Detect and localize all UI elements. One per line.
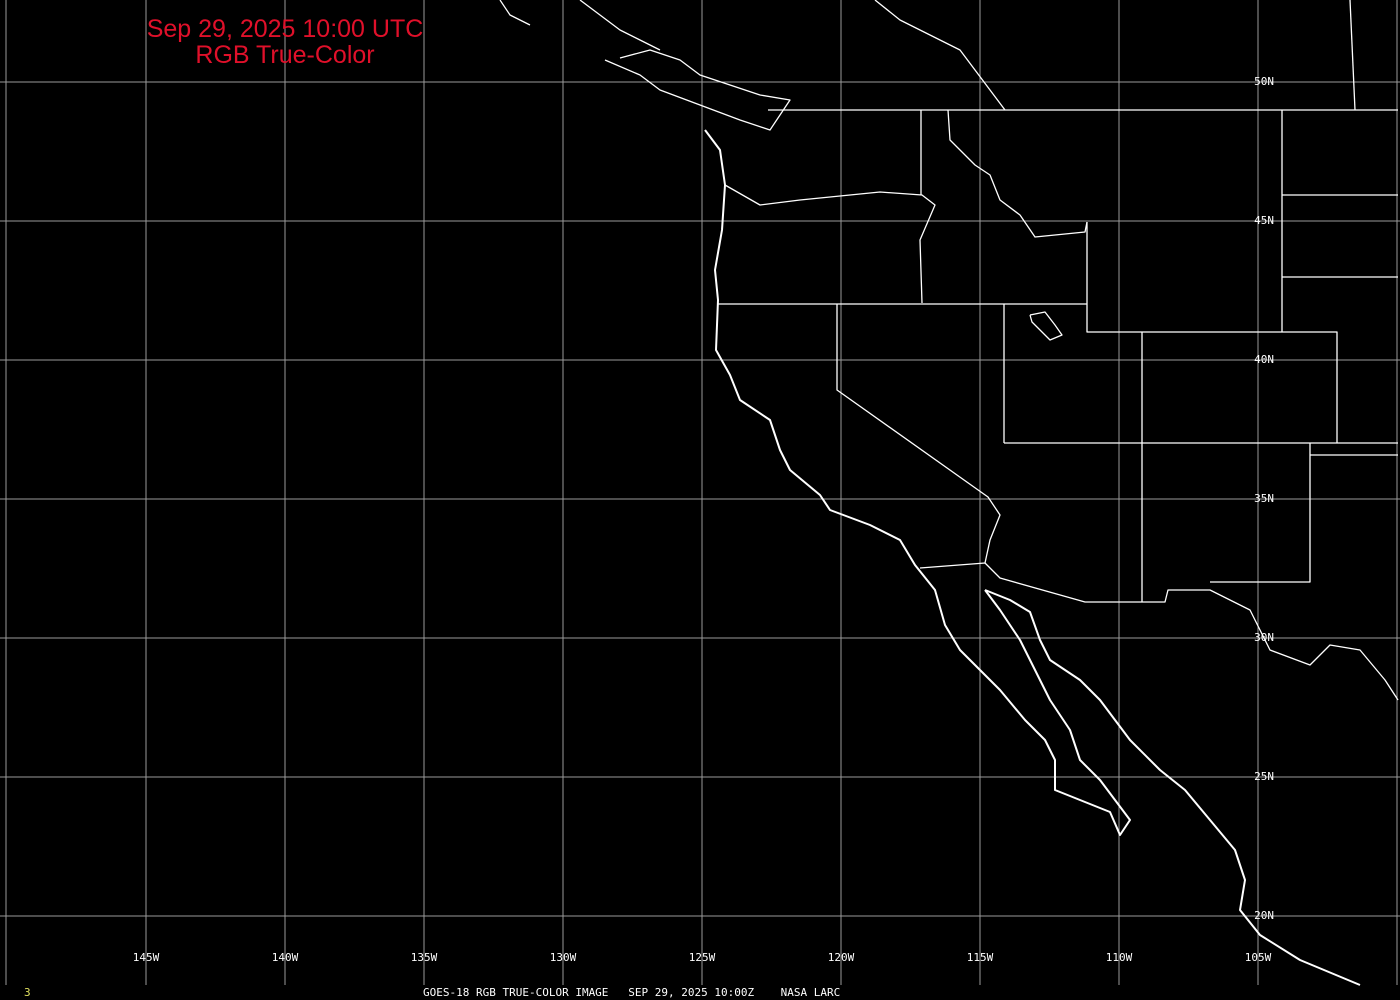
longitude-label: 130W bbox=[550, 951, 577, 964]
map-title-datetime: Sep 29, 2025 10:00 UTC bbox=[146, 15, 424, 43]
border-us-mexico bbox=[919, 562, 1399, 701]
latitude-label: 45N bbox=[1254, 214, 1274, 227]
border-wa-or-id bbox=[724, 184, 936, 304]
border-canada-province bbox=[1349, 0, 1356, 111]
latitude-label: 25N bbox=[1254, 770, 1274, 783]
latitude-label: 20N bbox=[1254, 909, 1274, 922]
coastline-vancouver-island bbox=[604, 49, 791, 131]
coastline-pacific bbox=[704, 129, 1131, 836]
border-nm bbox=[1210, 443, 1311, 583]
map-title-product: RGB True-Color bbox=[195, 41, 375, 69]
coastline-bc bbox=[499, 0, 531, 26]
frame-number: 3 bbox=[24, 986, 31, 999]
longitude-label: 135W bbox=[411, 951, 438, 964]
longitude-label: 145W bbox=[133, 951, 160, 964]
border-id-mt bbox=[947, 109, 1088, 238]
image-caption: GOES-18 RGB TRUE-COLOR IMAGE SEP 29, 202… bbox=[423, 986, 841, 999]
longitude-label: 140W bbox=[272, 951, 299, 964]
coastline-gulf-of-california bbox=[984, 589, 1361, 986]
longitude-label: 115W bbox=[967, 951, 994, 964]
longitude-label: 110W bbox=[1106, 951, 1133, 964]
border-id-wy bbox=[1086, 222, 1142, 333]
coastline-bc bbox=[579, 0, 661, 51]
border-ca-nv-az bbox=[836, 304, 1001, 564]
latitude-label: 40N bbox=[1254, 353, 1274, 366]
latitude-label: 50N bbox=[1254, 75, 1274, 88]
longitude-label: 105W bbox=[1245, 951, 1272, 964]
longitude-label: 125W bbox=[689, 951, 716, 964]
latitude-label: 35N bbox=[1254, 492, 1274, 505]
great-salt-lake bbox=[1029, 311, 1063, 341]
border-wy-co bbox=[1142, 331, 1338, 443]
border-canada-province bbox=[874, 0, 1006, 111]
longitude-label: 120W bbox=[828, 951, 855, 964]
